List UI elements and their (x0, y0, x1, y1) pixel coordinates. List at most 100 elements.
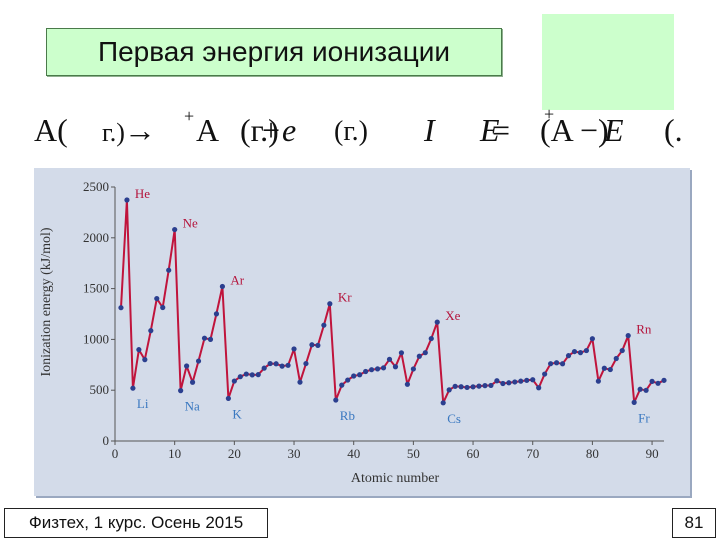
element-label: Fr (638, 410, 650, 425)
data-point (661, 377, 667, 383)
element-label: Cs (447, 411, 461, 426)
data-point (124, 197, 130, 203)
footer-course-label: Физтех, 1 курс. Осень 2015 (4, 508, 268, 538)
x-tick-label: 50 (407, 446, 420, 461)
data-point (207, 336, 214, 342)
ionization-energy-line (120, 199, 665, 404)
data-point (142, 357, 148, 363)
x-tick-label: 80 (586, 446, 599, 461)
y-tick-label: 2500 (83, 179, 109, 194)
data-point (655, 380, 661, 386)
eq-token-plus-superscript-2: + (544, 104, 555, 124)
data-point (231, 378, 237, 384)
data-point (482, 383, 488, 389)
page-number-box: 81 (672, 508, 716, 538)
data-point (321, 322, 327, 328)
data-point (130, 385, 136, 391)
element-label: Rn (636, 322, 652, 337)
element-label: Ar (230, 272, 244, 287)
data-point (464, 384, 470, 391)
x-tick-label: 40 (347, 446, 360, 461)
data-point (512, 379, 518, 385)
data-point (488, 382, 494, 389)
x-tick-label: 60 (467, 446, 480, 461)
data-point (136, 347, 142, 353)
data-point (506, 380, 512, 386)
data-point (267, 360, 273, 367)
data-point (303, 360, 309, 367)
data-point (410, 366, 416, 372)
data-point (416, 353, 422, 359)
x-tick-label: 70 (526, 446, 539, 461)
data-point (446, 387, 452, 393)
eq-token-cation: A (196, 112, 220, 148)
element-label: Ne (183, 216, 198, 231)
data-point (380, 365, 387, 371)
data-point (309, 342, 315, 348)
data-point (148, 328, 154, 334)
data-point (178, 388, 184, 394)
x-axis-title: Atomic number (351, 471, 440, 486)
data-point (518, 378, 524, 384)
ionization-equation: A( г.) → + A (г.) + e (г.) I E = + (A −)… (0, 104, 720, 162)
data-point (315, 342, 321, 348)
data-point (249, 372, 255, 378)
data-point (440, 400, 446, 406)
y-axis-title: Ionization energy (kJ/mol) (39, 227, 54, 376)
data-point (273, 361, 279, 367)
eq-token-trailing: (. (664, 112, 683, 148)
data-point (524, 377, 530, 383)
data-point (613, 355, 619, 362)
data-point (548, 361, 554, 367)
data-point (553, 360, 560, 366)
data-point (577, 350, 584, 356)
data-point (166, 267, 172, 273)
data-point (243, 371, 249, 377)
element-label: Rb (340, 408, 355, 423)
x-tick-label: 0 (112, 446, 119, 461)
data-point (428, 335, 434, 342)
data-point (643, 387, 649, 393)
x-tick-label: 10 (168, 446, 181, 461)
data-point (565, 353, 572, 359)
element-label: He (135, 186, 150, 201)
data-point (279, 363, 285, 369)
data-point (201, 335, 208, 341)
data-point (195, 358, 202, 364)
data-point (297, 379, 303, 385)
data-point (398, 350, 405, 356)
data-point (601, 365, 607, 371)
data-point (404, 381, 411, 387)
data-point (589, 336, 595, 342)
data-point (261, 365, 267, 371)
element-label: Li (137, 396, 149, 411)
footer-course-text: Физтех, 1 курс. Осень 2015 (28, 513, 244, 532)
data-point (291, 346, 297, 352)
element-label: K (232, 406, 242, 421)
data-point (219, 283, 226, 290)
x-tick-label: 90 (646, 446, 659, 461)
data-point (118, 305, 124, 311)
chart-panel: 0 10 20 30 40 50 60 70 80 90 0 500 1000 1500 2000 2500 … (34, 168, 690, 496)
element-label: Kr (338, 290, 352, 305)
data-point (160, 304, 166, 311)
data-point (500, 380, 506, 387)
decorative-green-box (542, 14, 674, 110)
data-point (184, 363, 190, 369)
data-point (536, 385, 542, 391)
eq-token-gas: г.) (102, 118, 125, 147)
eq-token-atom: A( (34, 112, 68, 148)
data-point (631, 399, 637, 405)
y-tick-label: 2000 (83, 230, 109, 245)
page-number: 81 (684, 513, 704, 532)
y-tick-label: 1000 (83, 331, 109, 346)
data-point (327, 301, 333, 307)
eq-token-plus: + (262, 112, 281, 148)
data-point (374, 366, 381, 372)
data-point (619, 347, 625, 354)
data-point (285, 362, 291, 368)
data-point (458, 384, 464, 390)
data-point (237, 374, 243, 380)
element-label: Na (185, 399, 200, 414)
eq-token-cation-gas: (г.) (240, 112, 279, 148)
